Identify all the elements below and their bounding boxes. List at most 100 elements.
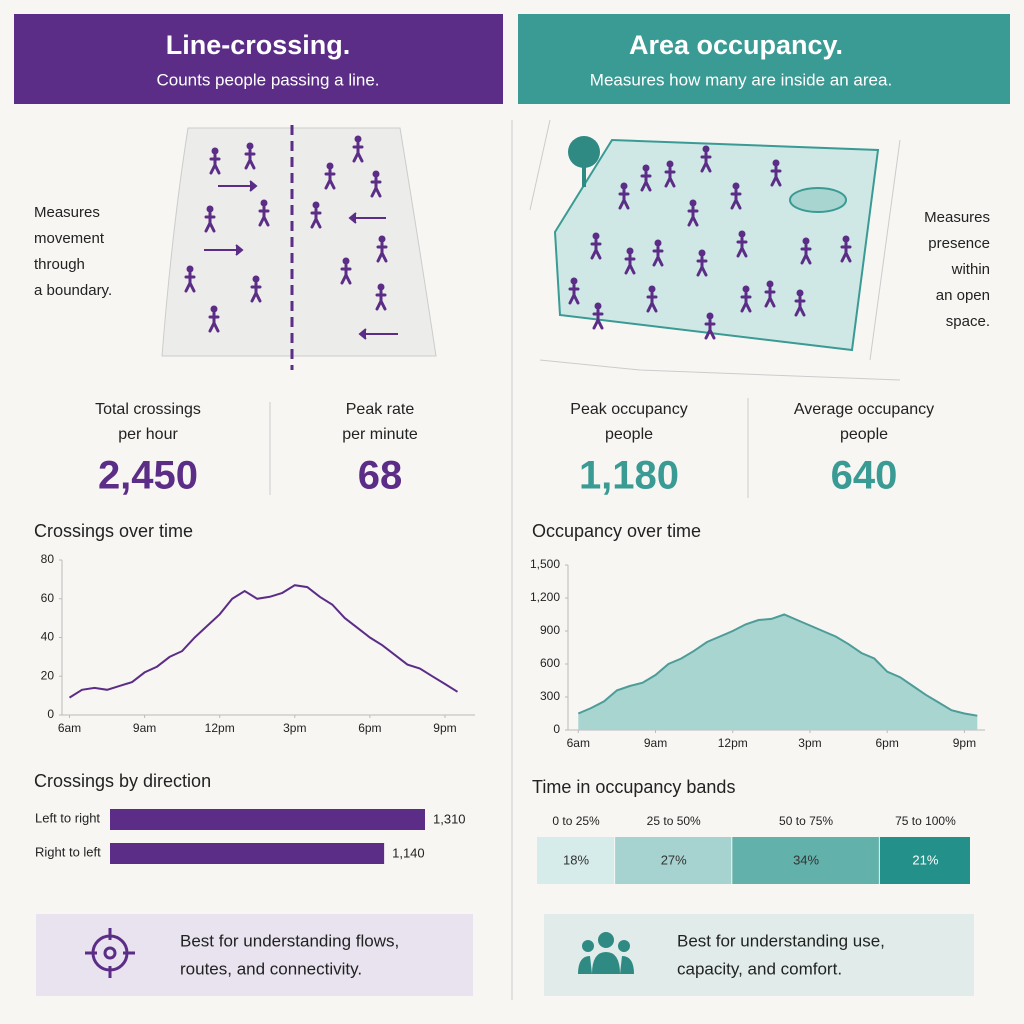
bar-value: 1,310 bbox=[433, 811, 466, 826]
person-body bbox=[840, 241, 852, 263]
person-body bbox=[340, 263, 352, 285]
person-head bbox=[354, 135, 362, 143]
person-head bbox=[252, 275, 260, 283]
y-tick-label: 1,200 bbox=[530, 590, 560, 604]
people bbox=[184, 135, 852, 340]
footer-text: routes, and connectivity. bbox=[180, 959, 362, 978]
target-icon bbox=[85, 928, 135, 978]
person-head bbox=[796, 289, 804, 297]
left-title: Line-crossing. bbox=[166, 30, 351, 60]
group-icon bbox=[578, 932, 634, 974]
person-head bbox=[738, 230, 746, 238]
x-tick-label: 9pm bbox=[433, 721, 456, 735]
person-body bbox=[687, 205, 699, 227]
x-tick-label: 3pm bbox=[798, 736, 821, 750]
left-header bbox=[14, 14, 503, 104]
person-head bbox=[802, 237, 810, 245]
person-body bbox=[736, 236, 748, 258]
band-label: 0 to 25% bbox=[552, 814, 600, 828]
person-body bbox=[652, 245, 664, 267]
person-body bbox=[370, 176, 382, 198]
side-text: space. bbox=[946, 313, 990, 330]
side-text: within bbox=[951, 261, 990, 278]
band-value: 18% bbox=[563, 852, 589, 867]
y-tick-label: 80 bbox=[41, 552, 55, 566]
person-body bbox=[324, 168, 336, 190]
band-label: 25 to 50% bbox=[647, 814, 701, 828]
y-tick-label: 20 bbox=[41, 668, 55, 682]
person-head bbox=[706, 312, 714, 320]
y-tick-label: 600 bbox=[540, 656, 560, 670]
person-body bbox=[624, 253, 636, 275]
footer-text: Best for understanding flows, bbox=[180, 931, 399, 950]
left-subtitle: Counts people passing a line. bbox=[156, 70, 379, 89]
kpi-label: people bbox=[840, 426, 888, 443]
footer-text: Best for understanding use, bbox=[677, 931, 885, 950]
x-tick-label: 6pm bbox=[876, 736, 899, 750]
person-body bbox=[640, 170, 652, 192]
bar-label: Right to left bbox=[35, 844, 101, 859]
x-tick-label: 9am bbox=[133, 721, 156, 735]
person-head bbox=[842, 235, 850, 243]
right-title: Area occupancy. bbox=[629, 30, 843, 60]
fountain bbox=[789, 187, 847, 213]
person-body bbox=[209, 153, 221, 175]
person-body bbox=[208, 311, 220, 333]
kpi-value: 2,450 bbox=[98, 454, 198, 498]
person-body bbox=[618, 188, 630, 210]
band-segment bbox=[732, 837, 879, 884]
person-body bbox=[770, 165, 782, 187]
person-body bbox=[740, 291, 752, 313]
kpi-label: Peak rate bbox=[346, 401, 415, 418]
bar bbox=[110, 843, 385, 864]
x-tick-label: 6am bbox=[58, 721, 81, 735]
person-head bbox=[312, 201, 320, 209]
person-body bbox=[375, 289, 387, 311]
chart-title: Occupancy over time bbox=[532, 521, 701, 541]
person-head bbox=[377, 283, 385, 291]
person-head bbox=[626, 247, 634, 255]
bar-value: 1,140 bbox=[392, 845, 425, 860]
kpi-label: Average occupancy bbox=[794, 401, 934, 418]
y-tick-label: 900 bbox=[540, 623, 560, 637]
right-subtitle: Measures how many are inside an area. bbox=[590, 70, 892, 89]
person-head bbox=[772, 159, 780, 167]
y-tick-label: 300 bbox=[540, 689, 560, 703]
person-body bbox=[764, 286, 776, 308]
person-body bbox=[204, 211, 216, 233]
person-head bbox=[689, 199, 697, 207]
person-head bbox=[648, 285, 656, 293]
person-body bbox=[244, 148, 256, 170]
person-body bbox=[800, 243, 812, 265]
side-text: through bbox=[34, 256, 85, 273]
person-head bbox=[666, 160, 674, 168]
person-head bbox=[702, 145, 710, 153]
y-tick-label: 60 bbox=[41, 591, 55, 605]
x-tick-label: 12pm bbox=[205, 721, 235, 735]
kpi-value: 1,180 bbox=[579, 454, 679, 498]
chart-title: Time in occupancy bands bbox=[532, 777, 735, 797]
person-head bbox=[260, 199, 268, 207]
person-body bbox=[700, 151, 712, 173]
side-text: presence bbox=[928, 235, 990, 252]
line bbox=[68, 584, 459, 699]
corridor bbox=[161, 127, 437, 357]
y-tick-label: 40 bbox=[41, 630, 55, 644]
person-body bbox=[184, 271, 196, 293]
person-head bbox=[620, 182, 628, 190]
person-body bbox=[646, 291, 658, 313]
left-footer-box bbox=[36, 914, 473, 996]
person-head bbox=[326, 162, 334, 170]
kpi-label: per hour bbox=[118, 426, 178, 443]
person-head bbox=[342, 257, 350, 265]
person-head bbox=[206, 205, 214, 213]
person-head bbox=[592, 232, 600, 240]
band-value: 34% bbox=[793, 852, 819, 867]
person-body bbox=[258, 205, 270, 227]
person-body bbox=[664, 166, 676, 188]
person-body bbox=[592, 308, 604, 330]
kpi-label: people bbox=[605, 426, 653, 443]
person-body bbox=[696, 255, 708, 277]
person-body bbox=[250, 281, 262, 303]
